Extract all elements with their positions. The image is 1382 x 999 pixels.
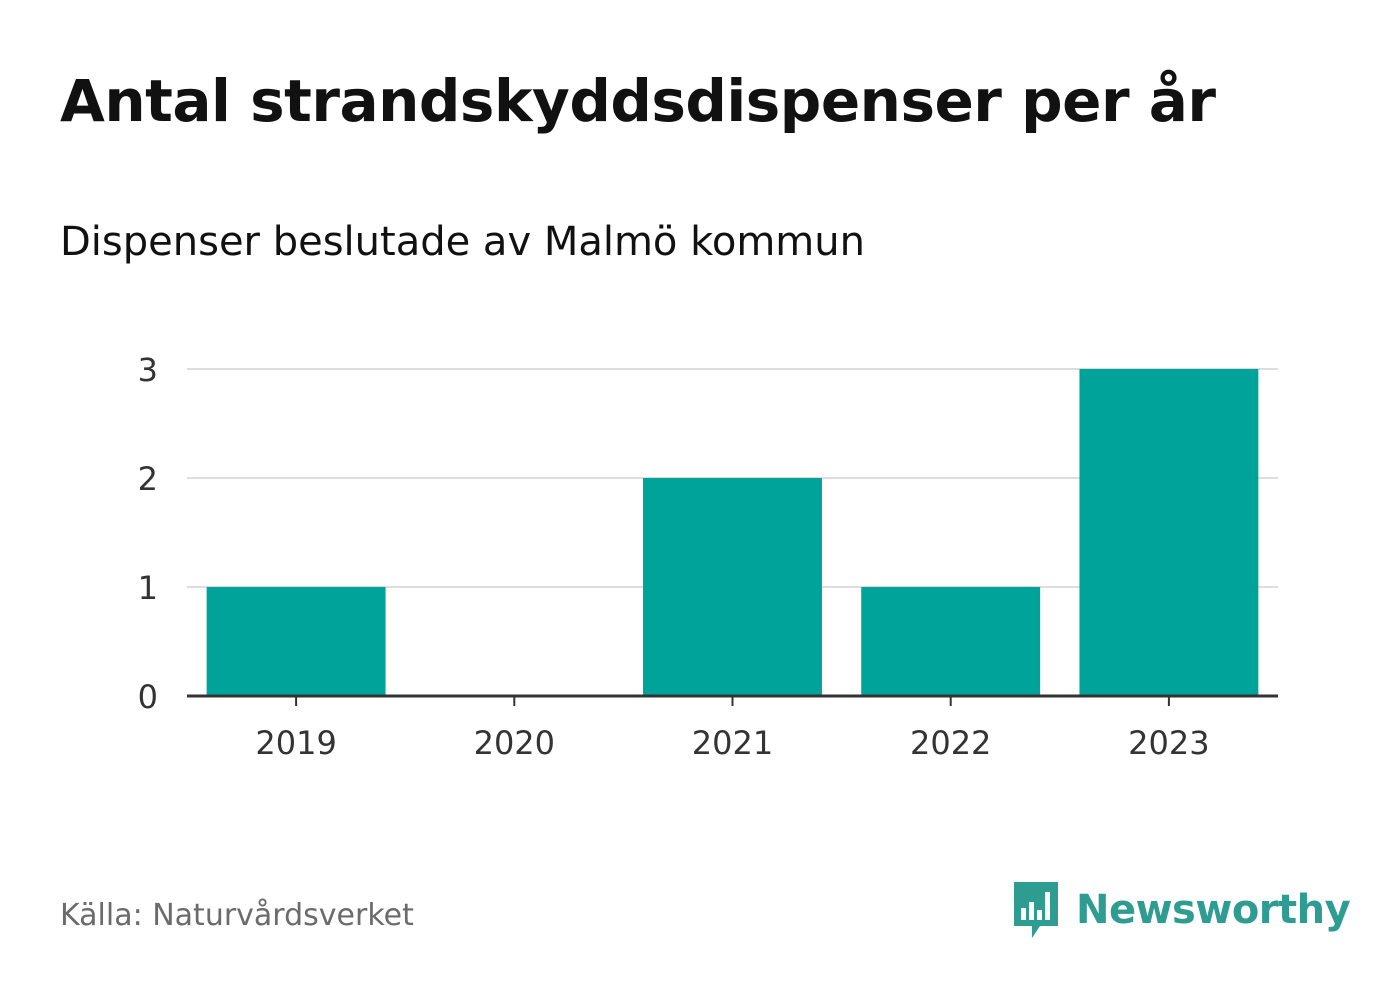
chart-title: Antal strandskyddsdispenser per år: [60, 67, 1216, 135]
bar-2023: [1079, 369, 1259, 696]
source-note: Källa: Naturvårdsverket: [60, 898, 414, 933]
x-tick-label: 2023: [1128, 724, 1209, 762]
bar-2022: [861, 587, 1041, 696]
bar-2019: [206, 587, 386, 696]
bars: [206, 369, 1259, 696]
y-tick-label: 2: [138, 460, 158, 498]
brand-logo: Newsworthy: [1010, 878, 1351, 942]
x-tick-label: 2019: [255, 724, 336, 762]
x-tick-label: 2021: [692, 724, 773, 762]
chart-subtitle: Dispenser beslutade av Malmö kommun: [60, 219, 865, 265]
x-axis-ticks: 2019 2020 2021 2022 2023: [255, 696, 1210, 762]
y-tick-label: 3: [138, 351, 158, 389]
y-axis-ticks: 0 1 2 3: [138, 351, 158, 716]
bar-chart: 0 1 2 3 2019 2020 2021 2022 2023: [138, 351, 1278, 762]
x-tick-label: 2022: [910, 724, 991, 762]
x-tick-label: 2020: [474, 724, 555, 762]
bar-2021: [643, 478, 822, 696]
y-tick-label: 0: [138, 678, 158, 716]
y-tick-label: 1: [138, 569, 158, 607]
newsworthy-logo-icon: [1014, 882, 1058, 938]
brand-name: Newsworthy: [1076, 887, 1351, 933]
